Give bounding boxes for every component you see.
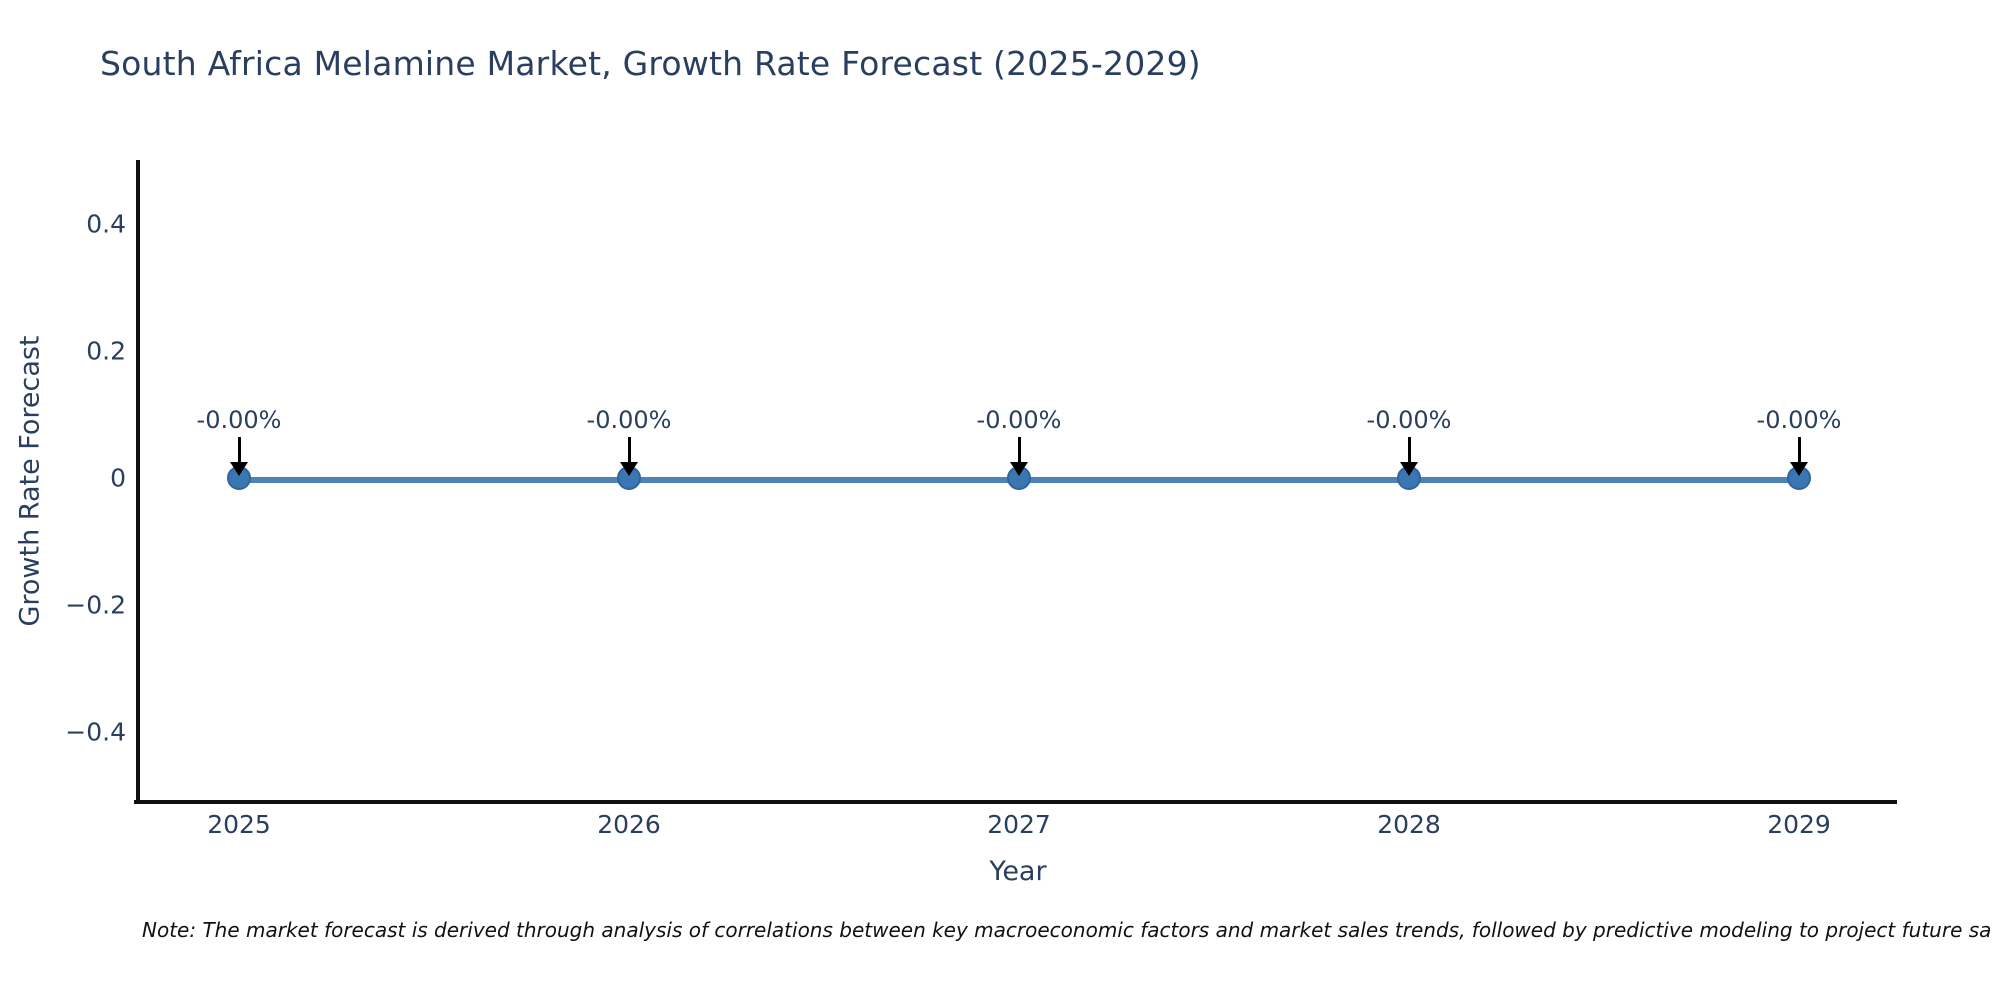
y-tick-label: 0.4 <box>86 209 126 239</box>
x-axis-line <box>134 800 1897 804</box>
x-tick-label: 2027 <box>987 810 1051 839</box>
point-value-label: -0.00% <box>586 406 672 434</box>
x-tick-label: 2026 <box>597 810 661 839</box>
annotation-arrow-shaft <box>1797 437 1801 464</box>
x-tick-label: 2025 <box>207 810 271 839</box>
annotation-arrow-shaft <box>1017 437 1021 464</box>
annotation-arrowhead-icon <box>1790 462 1808 476</box>
y-tick-label: −0.2 <box>65 590 126 620</box>
point-value-label: -0.00% <box>1756 406 1842 434</box>
x-axis-title: Year <box>989 856 1047 887</box>
annotation-arrowhead-icon <box>1400 462 1418 476</box>
chart-title: South Africa Melamine Market, Growth Rat… <box>100 44 1201 83</box>
footnote-text: Note: The market forecast is derived thr… <box>142 918 1992 942</box>
x-tick-label: 2028 <box>1377 810 1441 839</box>
annotation-arrowhead-icon <box>620 462 638 476</box>
annotation-arrowhead-icon <box>1010 462 1028 476</box>
x-tick-label: 2029 <box>1767 810 1831 839</box>
y-tick-label: 0 <box>110 463 126 493</box>
y-axis-line <box>136 160 140 804</box>
point-value-label: -0.00% <box>1366 406 1452 434</box>
annotation-arrow-shaft <box>237 437 241 464</box>
annotation-arrow-shaft <box>627 437 631 464</box>
y-tick-label: −0.4 <box>65 717 126 747</box>
y-axis-title: Growth Rate Forecast <box>14 335 46 627</box>
annotation-arrow-shaft <box>1407 437 1411 464</box>
annotation-arrowhead-icon <box>230 462 248 476</box>
y-tick-label: 0.2 <box>86 336 126 366</box>
point-value-label: -0.00% <box>196 406 282 434</box>
point-value-label: -0.00% <box>976 406 1062 434</box>
